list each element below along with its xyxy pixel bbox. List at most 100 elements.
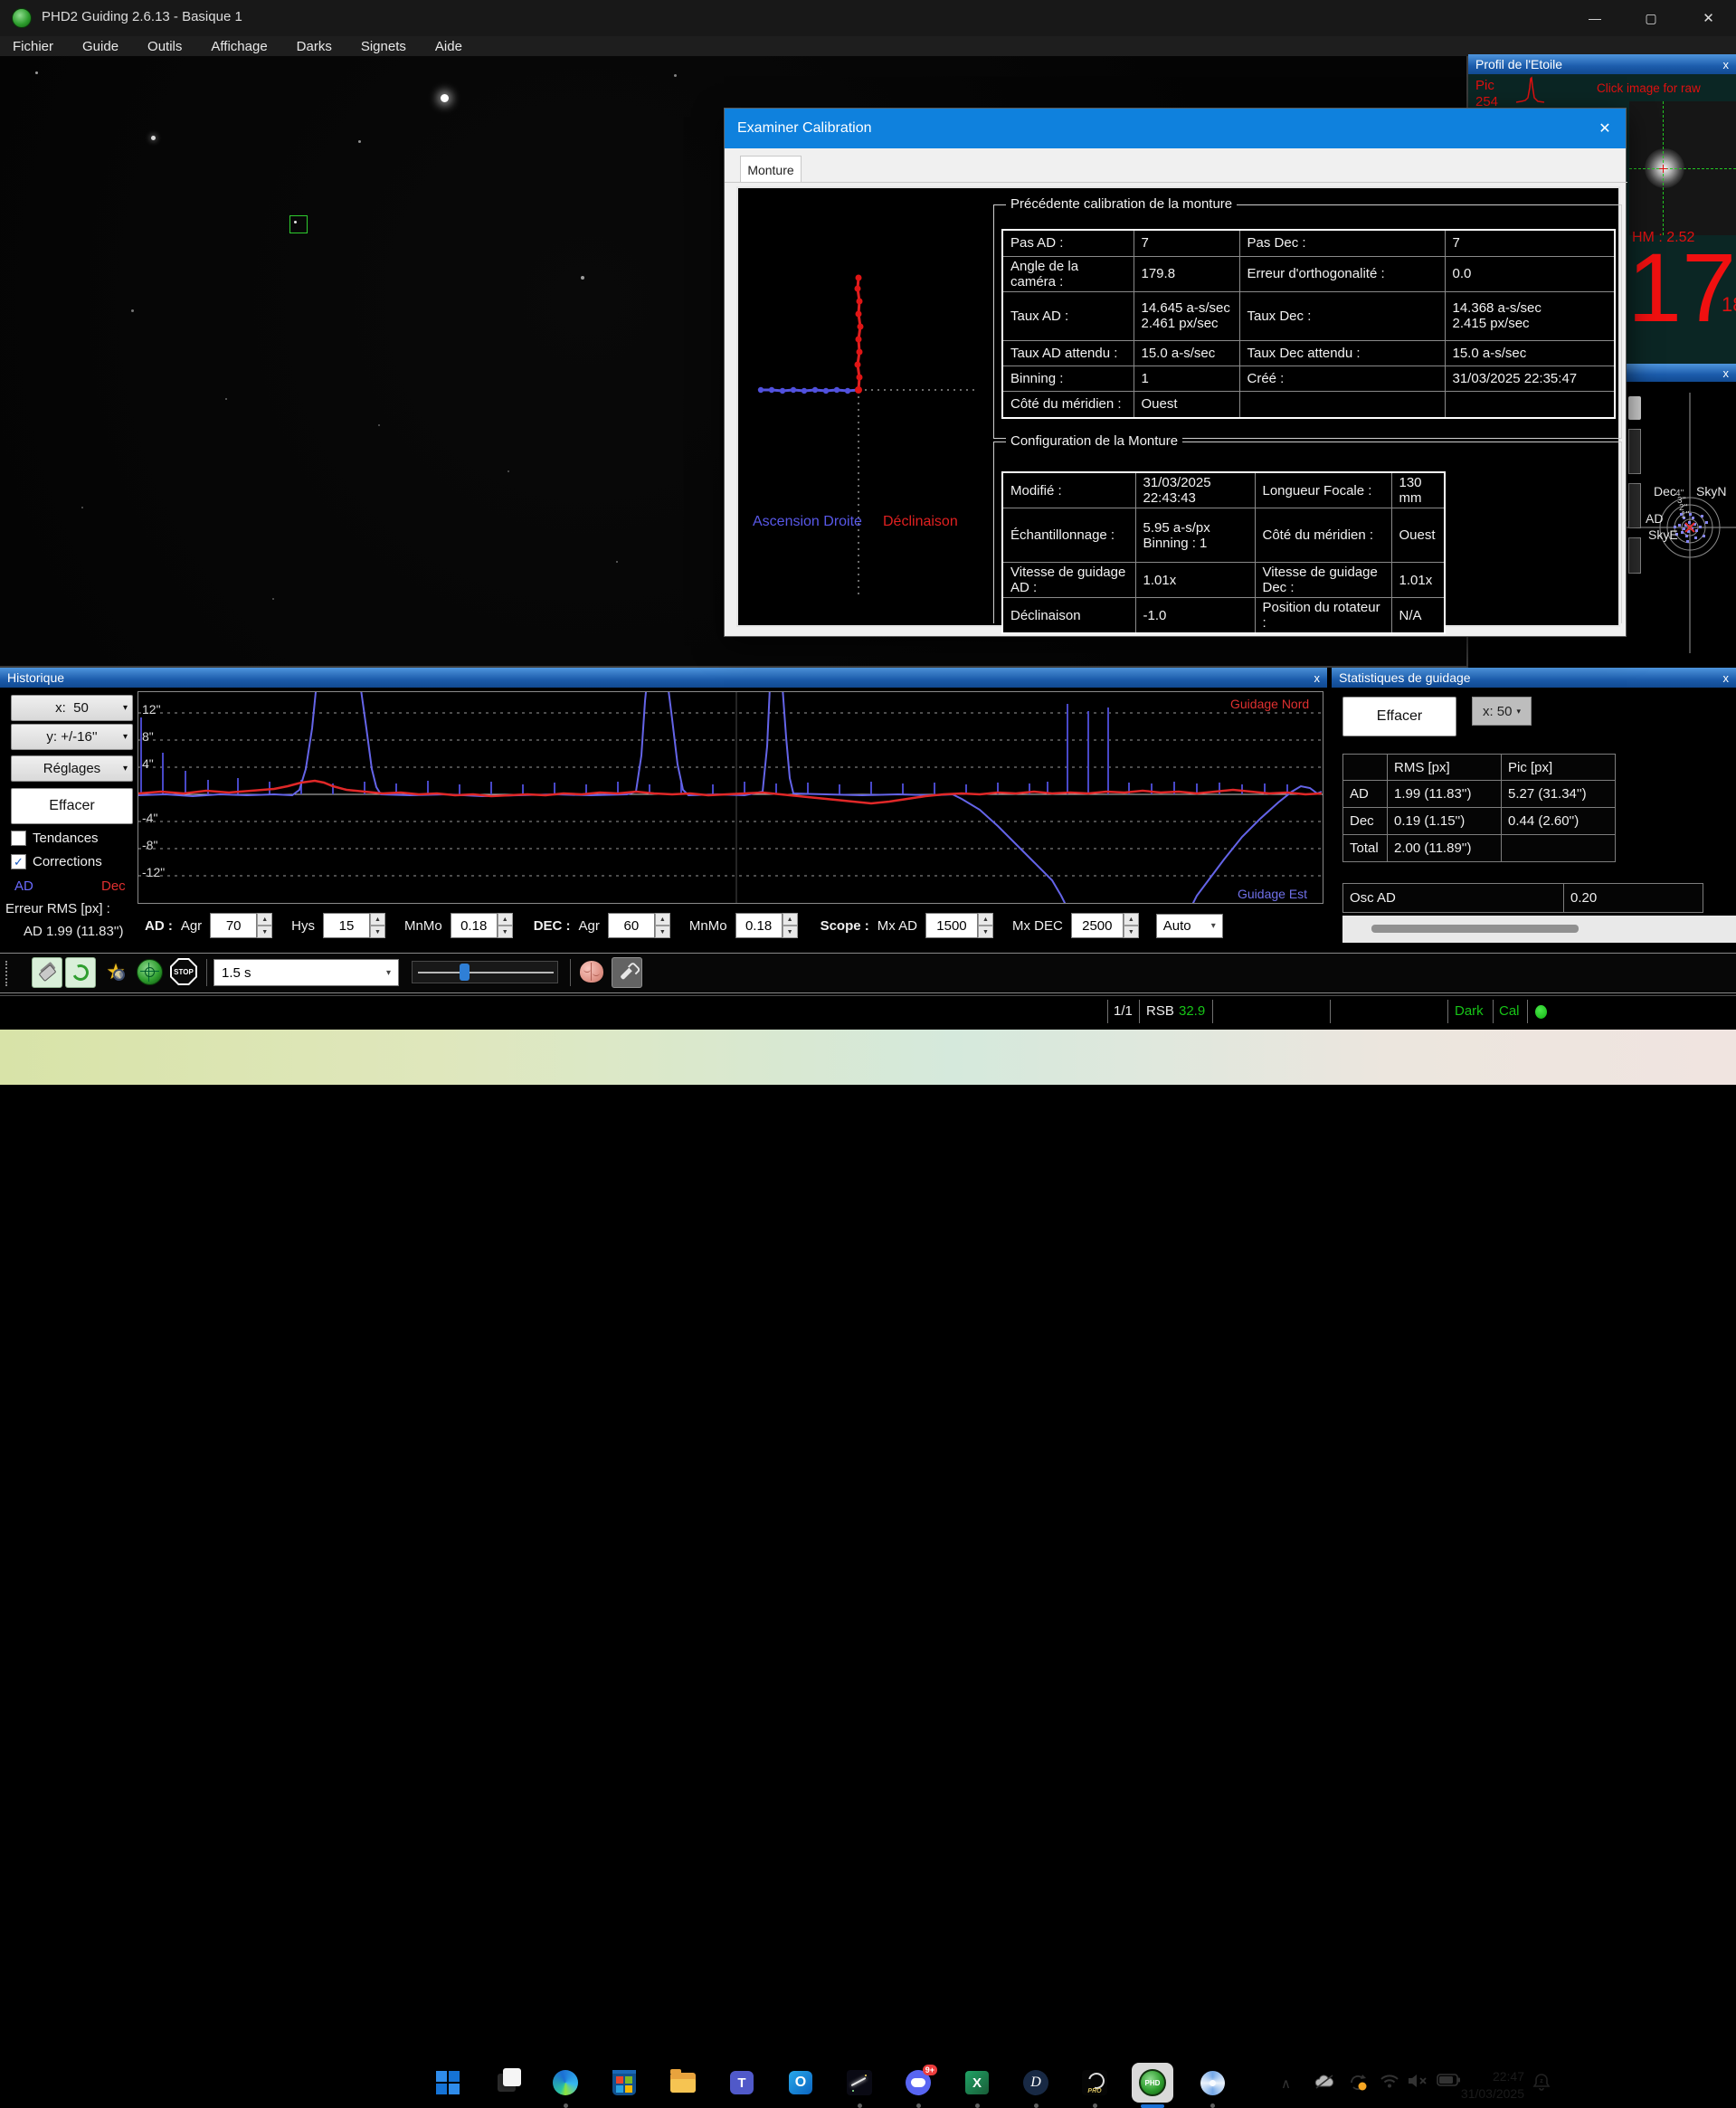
guide-history-graph[interactable] (138, 691, 1323, 904)
loop-icon (70, 962, 91, 983)
outlook-icon[interactable]: O (785, 2067, 816, 2098)
stats-scrollbar-thumb[interactable] (1371, 925, 1579, 933)
menu-affichage[interactable]: Affichage (211, 38, 268, 54)
menu-fichier[interactable]: Fichier (13, 38, 54, 54)
hysteresis-spinner[interactable]: ▲ ▼ (370, 913, 386, 938)
deepsky-d-app-icon[interactable]: D (1020, 2067, 1051, 2098)
dec-minmove-spinner[interactable]: ▲ ▼ (782, 913, 798, 938)
corrections-label: Corrections (33, 854, 102, 869)
hysteresis-input[interactable]: 15 (323, 913, 371, 938)
chevron-down-icon: ▾ (122, 732, 128, 742)
stats-col-pic: Pic [px] (1501, 754, 1616, 781)
star-closeup-image[interactable] (1629, 101, 1736, 235)
close-button[interactable]: ✕ (1703, 11, 1714, 26)
brain-settings-button[interactable] (577, 957, 606, 986)
sync-icon[interactable] (1347, 2074, 1369, 2092)
stats-titlebar[interactable]: Statistiques de guidage x (1332, 668, 1736, 688)
axis-m8: -8" (142, 838, 158, 852)
ra-agr-label: Agr (180, 917, 203, 934)
phd2-taskbar-icon[interactable]: PHD (1137, 2067, 1168, 2098)
guide-stats-panel: Statistiques de guidage x Effacer x: 50 ▾… (1332, 668, 1736, 950)
edge-browser-icon[interactable] (550, 2067, 581, 2098)
ms-store-icon[interactable] (609, 2067, 640, 2098)
click-raw-hint[interactable]: Click image for raw (1597, 81, 1701, 95)
maximize-button[interactable]: ▢ (1645, 10, 1657, 25)
max-ra-spinner[interactable]: ▲ ▼ (977, 913, 993, 938)
minimize-button[interactable]: — (1589, 11, 1601, 25)
max-ra-input[interactable]: 1500 (925, 913, 978, 938)
dec-minmove-input[interactable]: 0.18 (735, 913, 783, 938)
panel-edge-button[interactable] (1628, 396, 1641, 420)
dec-mode-dropdown[interactable]: Auto ▾ (1155, 913, 1223, 938)
rms-error-label: Erreur RMS [px] : (5, 901, 110, 916)
panel-edge-button[interactable] (1628, 429, 1641, 474)
wifi-icon[interactable] (1380, 2074, 1399, 2088)
app-titlebar: PHD2 Guiding 2.6.13 - Basique 1 — ▢ ✕ (0, 0, 1736, 36)
dec-aggression-input[interactable]: 60 (607, 913, 655, 938)
start-button[interactable] (432, 2067, 463, 2098)
dialog-close-icon[interactable]: ✕ (1598, 121, 1611, 137)
exposure-dropdown[interactable]: 1.5 s ▾ (213, 959, 399, 986)
y-scale-dropdown[interactable]: y: +/-16'' ▾ (11, 724, 133, 750)
clear-history-button[interactable]: Effacer (11, 788, 133, 824)
panel-edge-button[interactable] (1628, 537, 1641, 574)
main-toolbar: ★ STOP 1.5 s ▾ (0, 953, 1736, 993)
notification-bell-icon[interactable]: z (1532, 2072, 1551, 2092)
excel-icon[interactable]: X (962, 2067, 992, 2098)
loop-exposures-button[interactable] (65, 957, 96, 988)
max-dec-input[interactable]: 2500 (1070, 913, 1124, 938)
settings-dropdown[interactable]: Réglages ▾ (11, 755, 133, 782)
trend-checkbox[interactable] (11, 831, 26, 846)
gamma-slider[interactable] (412, 961, 558, 983)
menu-darks[interactable]: Darks (296, 38, 332, 54)
previous-calibration-table: Pas AD :7 Pas Dec :7 Angle de la caméra :… (1001, 229, 1616, 419)
scope-controls-label: Scope : (820, 917, 869, 934)
ra-minmove-spinner[interactable]: ▲ ▼ (497, 913, 513, 938)
history-titlebar[interactable]: Historique x (0, 668, 1327, 688)
west-calibration-line (761, 388, 859, 393)
spiral-galaxy-app-icon[interactable] (1197, 2067, 1228, 2098)
task-view-button[interactable] (491, 2067, 522, 2098)
star-profile-titlebar[interactable]: Profil de l'Etoile x (1468, 54, 1736, 74)
sharpcap-pro-icon[interactable]: PRO (1079, 2067, 1110, 2098)
ra-aggression-input[interactable]: 70 (210, 913, 258, 938)
dialog-title: Examiner Calibration (737, 120, 872, 136)
mxdec-label: Mx DEC (1011, 917, 1063, 934)
discord-icon[interactable]: 9+ (903, 2065, 937, 2098)
onedrive-paused-icon[interactable] (1314, 2074, 1335, 2090)
panel-edge-button[interactable] (1628, 483, 1641, 528)
menu-signets[interactable]: Signets (360, 38, 406, 54)
astro-capture-app-icon[interactable] (844, 2067, 875, 2098)
volume-muted-icon[interactable] (1408, 2074, 1429, 2088)
dialog-titlebar[interactable]: Examiner Calibration ✕ (725, 109, 1626, 148)
clear-stats-button[interactable]: Effacer (1342, 697, 1456, 736)
dec-aggression-spinner[interactable]: ▲ ▼ (654, 913, 670, 938)
close-icon[interactable]: x (1722, 366, 1730, 380)
menu-outils[interactable]: Outils (147, 38, 183, 54)
osc-label: Osc AD (1342, 883, 1564, 913)
start-guiding-button[interactable] (135, 957, 164, 986)
stats-scale-dropdown[interactable]: x: 50 ▾ (1472, 697, 1532, 726)
file-explorer-icon[interactable] (668, 2067, 698, 2098)
x-scale-dropdown[interactable]: x: 50 ▾ (11, 695, 133, 721)
menu-aide[interactable]: Aide (434, 38, 462, 54)
corrections-checkbox[interactable]: ✓ (11, 854, 26, 869)
ra-minmove-input[interactable]: 0.18 (450, 913, 498, 938)
close-icon[interactable]: x (1722, 57, 1730, 71)
toolbar-drag-handle[interactable] (5, 961, 7, 986)
close-icon[interactable]: x (1722, 670, 1730, 685)
tab-monture[interactable]: Monture (740, 156, 802, 183)
ra-aggression-spinner[interactable]: ▲ ▼ (257, 913, 273, 938)
tray-chevron-up-icon[interactable]: ∧ (1281, 2076, 1291, 2092)
auto-select-star-button[interactable]: ★ (101, 957, 130, 986)
teams-icon[interactable]: T (726, 2067, 757, 2098)
stats-scrollbar[interactable] (1342, 916, 1736, 943)
menu-guide[interactable]: Guide (82, 38, 119, 54)
close-icon[interactable]: x (1314, 670, 1321, 685)
max-dec-spinner[interactable]: ▲ ▼ (1123, 913, 1139, 938)
camera-settings-button[interactable] (612, 957, 642, 988)
slider-thumb[interactable] (460, 964, 470, 981)
connect-equipment-button[interactable] (32, 957, 62, 988)
taskbar-clock[interactable]: 22:47 31/03/2025 (1443, 2068, 1524, 2103)
stop-button[interactable]: STOP (169, 957, 198, 986)
